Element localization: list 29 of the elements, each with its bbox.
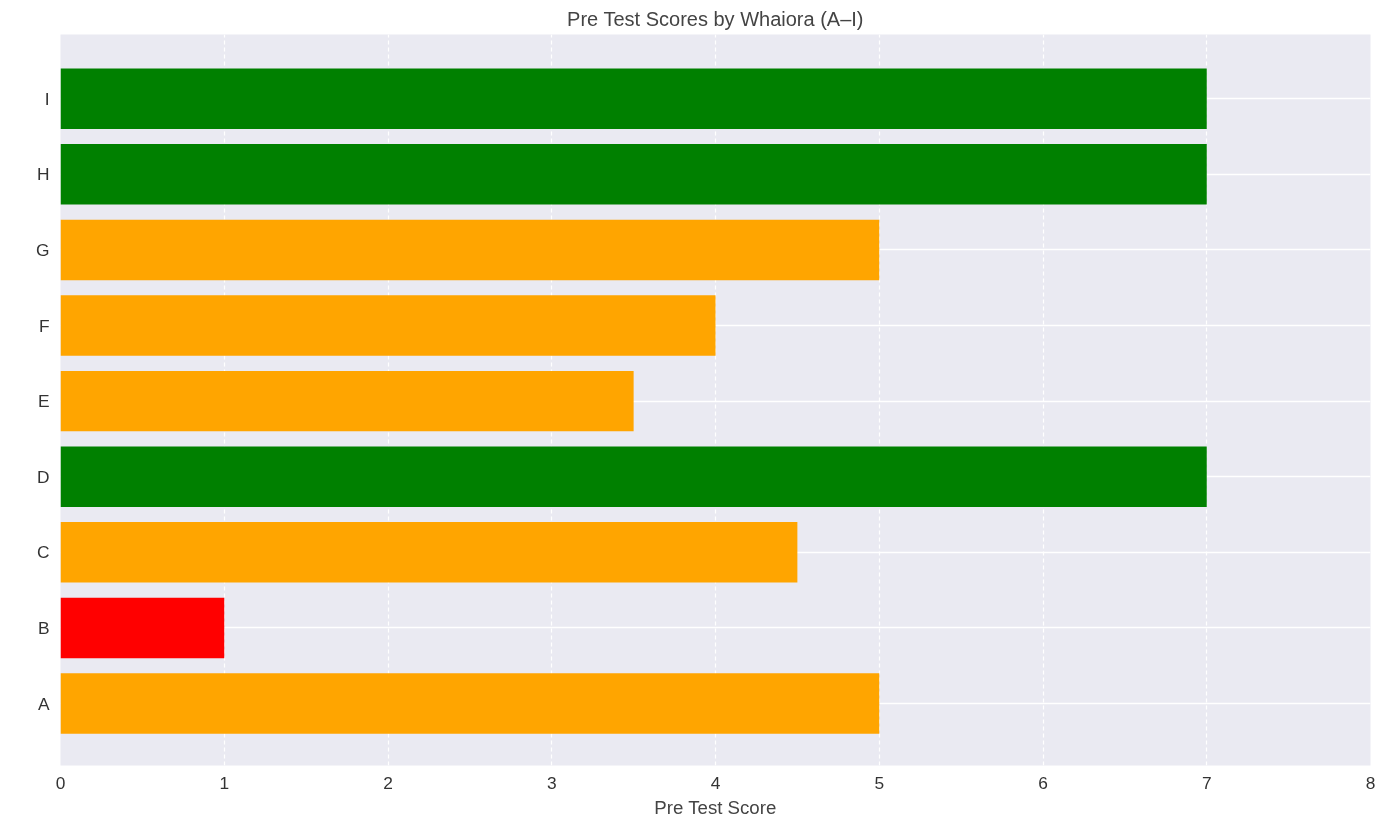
y-tick-label: C	[36, 542, 50, 563]
bar	[60, 446, 1207, 507]
bar	[60, 144, 1207, 205]
y-tick-label: H	[36, 164, 50, 185]
y-tick-label: G	[36, 239, 50, 260]
bar	[60, 370, 634, 432]
y-tick-label: I	[44, 88, 50, 109]
x-tick-label: 1	[219, 772, 230, 793]
bar	[60, 597, 225, 659]
y-tick-label: F	[38, 315, 50, 336]
chart-title: Pre Test Scores by Whaiora (A–I)	[567, 7, 864, 30]
y-tick-label: B	[37, 617, 50, 638]
x-tick-label: 7	[1201, 772, 1212, 793]
x-tick-label: 5	[874, 772, 885, 793]
x-tick-label: 2	[383, 772, 393, 793]
x-tick-label: 3	[546, 772, 557, 793]
x-axis-title: Pre Test Score	[654, 796, 777, 818]
bar	[60, 219, 880, 281]
bar	[60, 295, 716, 356]
bar	[60, 522, 798, 583]
bar	[60, 68, 1207, 129]
x-tick-label: 4	[710, 772, 721, 793]
x-tick-label: 8	[1365, 772, 1376, 793]
y-tick-label: A	[37, 693, 50, 714]
bar	[60, 673, 880, 734]
x-tick-label: 6	[1038, 772, 1048, 793]
y-tick-label: D	[36, 466, 50, 487]
x-tick-label: 0	[55, 772, 66, 793]
y-tick-label: E	[37, 391, 50, 412]
